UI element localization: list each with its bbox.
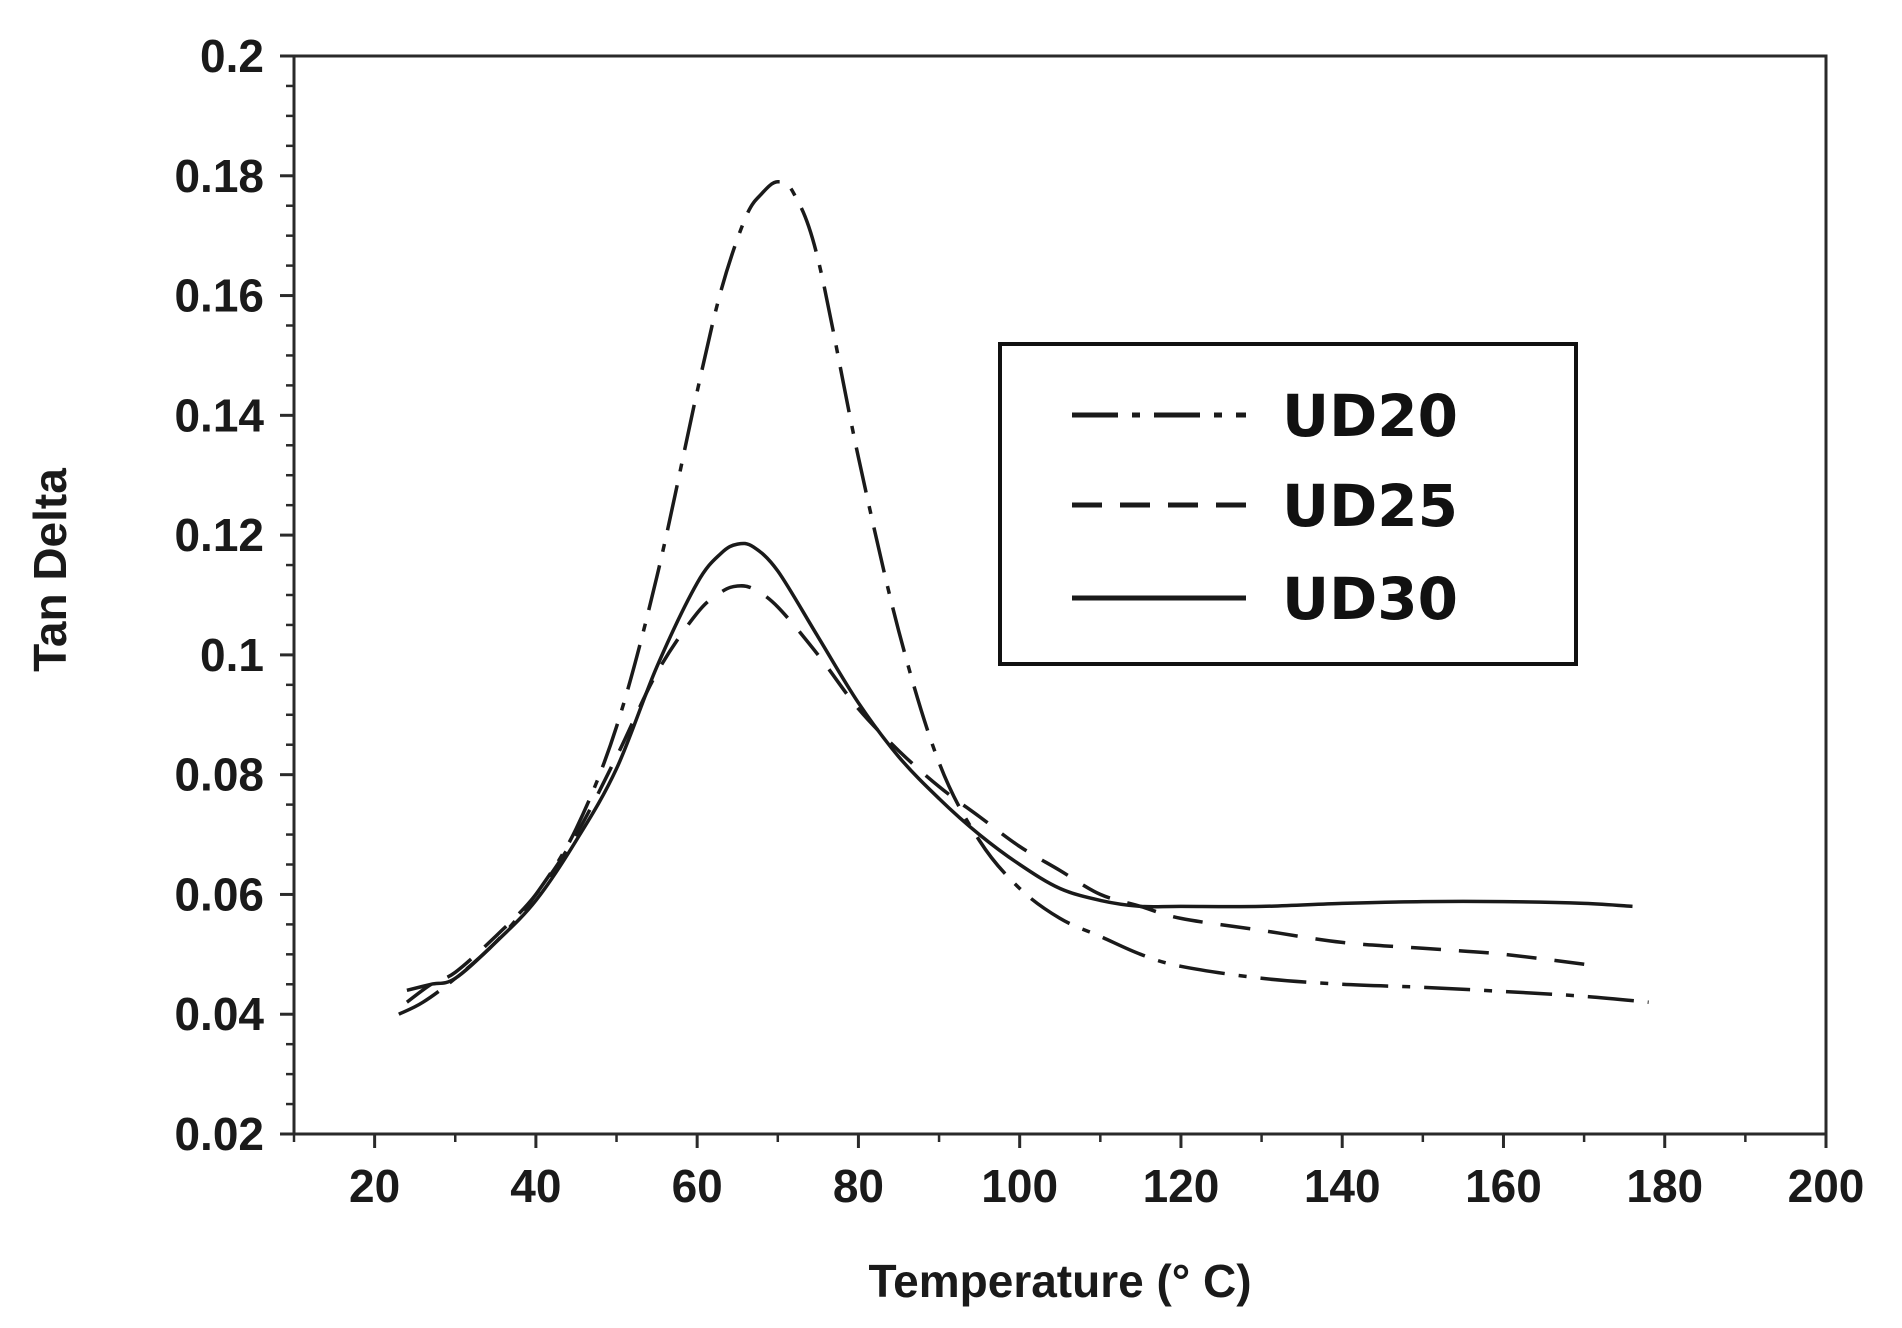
y-tick-labels: 0.02 0.04 0.06 0.08 0.1 0.12 0.14 0.16 0.18 0.2 [174,30,264,1160]
legend-label-ud25: UD25 [1282,472,1458,540]
series-lines [398,180,1649,1016]
x-tick-label-140: 140 [1304,1160,1381,1212]
x-tick-labels: 20 40 60 80 100 120 140 160 180 200 [349,1160,1864,1212]
y-tick-label-7: 0.16 [174,270,264,322]
x-tick-label-40: 40 [510,1160,561,1212]
series-line-ud20 [398,180,1649,1016]
x-tick-label-180: 180 [1626,1160,1703,1212]
y-tick-label-2: 0.06 [174,868,264,920]
major-ticks [280,54,1828,1148]
x-tick-label-120: 120 [1143,1160,1220,1212]
y-tick-label-6: 0.14 [174,389,264,441]
x-tick-label-80: 80 [833,1160,884,1212]
legend-label-ud30: UD30 [1282,565,1458,633]
x-tick-label-160: 160 [1465,1160,1542,1212]
y-tick-label-1: 0.04 [174,988,264,1040]
x-tick-label-60: 60 [672,1160,723,1212]
plot-frame [292,54,1828,1136]
x-tick-label-200: 200 [1788,1160,1865,1212]
series-line-ud25 [405,584,1601,1004]
y-tick-label-3: 0.08 [174,749,264,801]
legend: UD20 UD25 UD30 [998,342,1578,666]
y-tick-label-8: 0.18 [174,150,264,202]
y-tick-label-4: 0.1 [200,629,264,681]
y-axis-title: Tan Delta [24,468,76,672]
legend-label-ud20: UD20 [1282,382,1458,450]
y-tick-label-9: 0.2 [200,30,264,82]
y-tick-label-0: 0.02 [174,1108,264,1160]
x-tick-label-20: 20 [349,1160,400,1212]
series-line-ud30 [406,541,1633,992]
x-tick-label-100: 100 [981,1160,1058,1212]
x-axis-title: Temperature (° C) [868,1255,1251,1307]
y-tick-label-5: 0.12 [174,509,264,561]
